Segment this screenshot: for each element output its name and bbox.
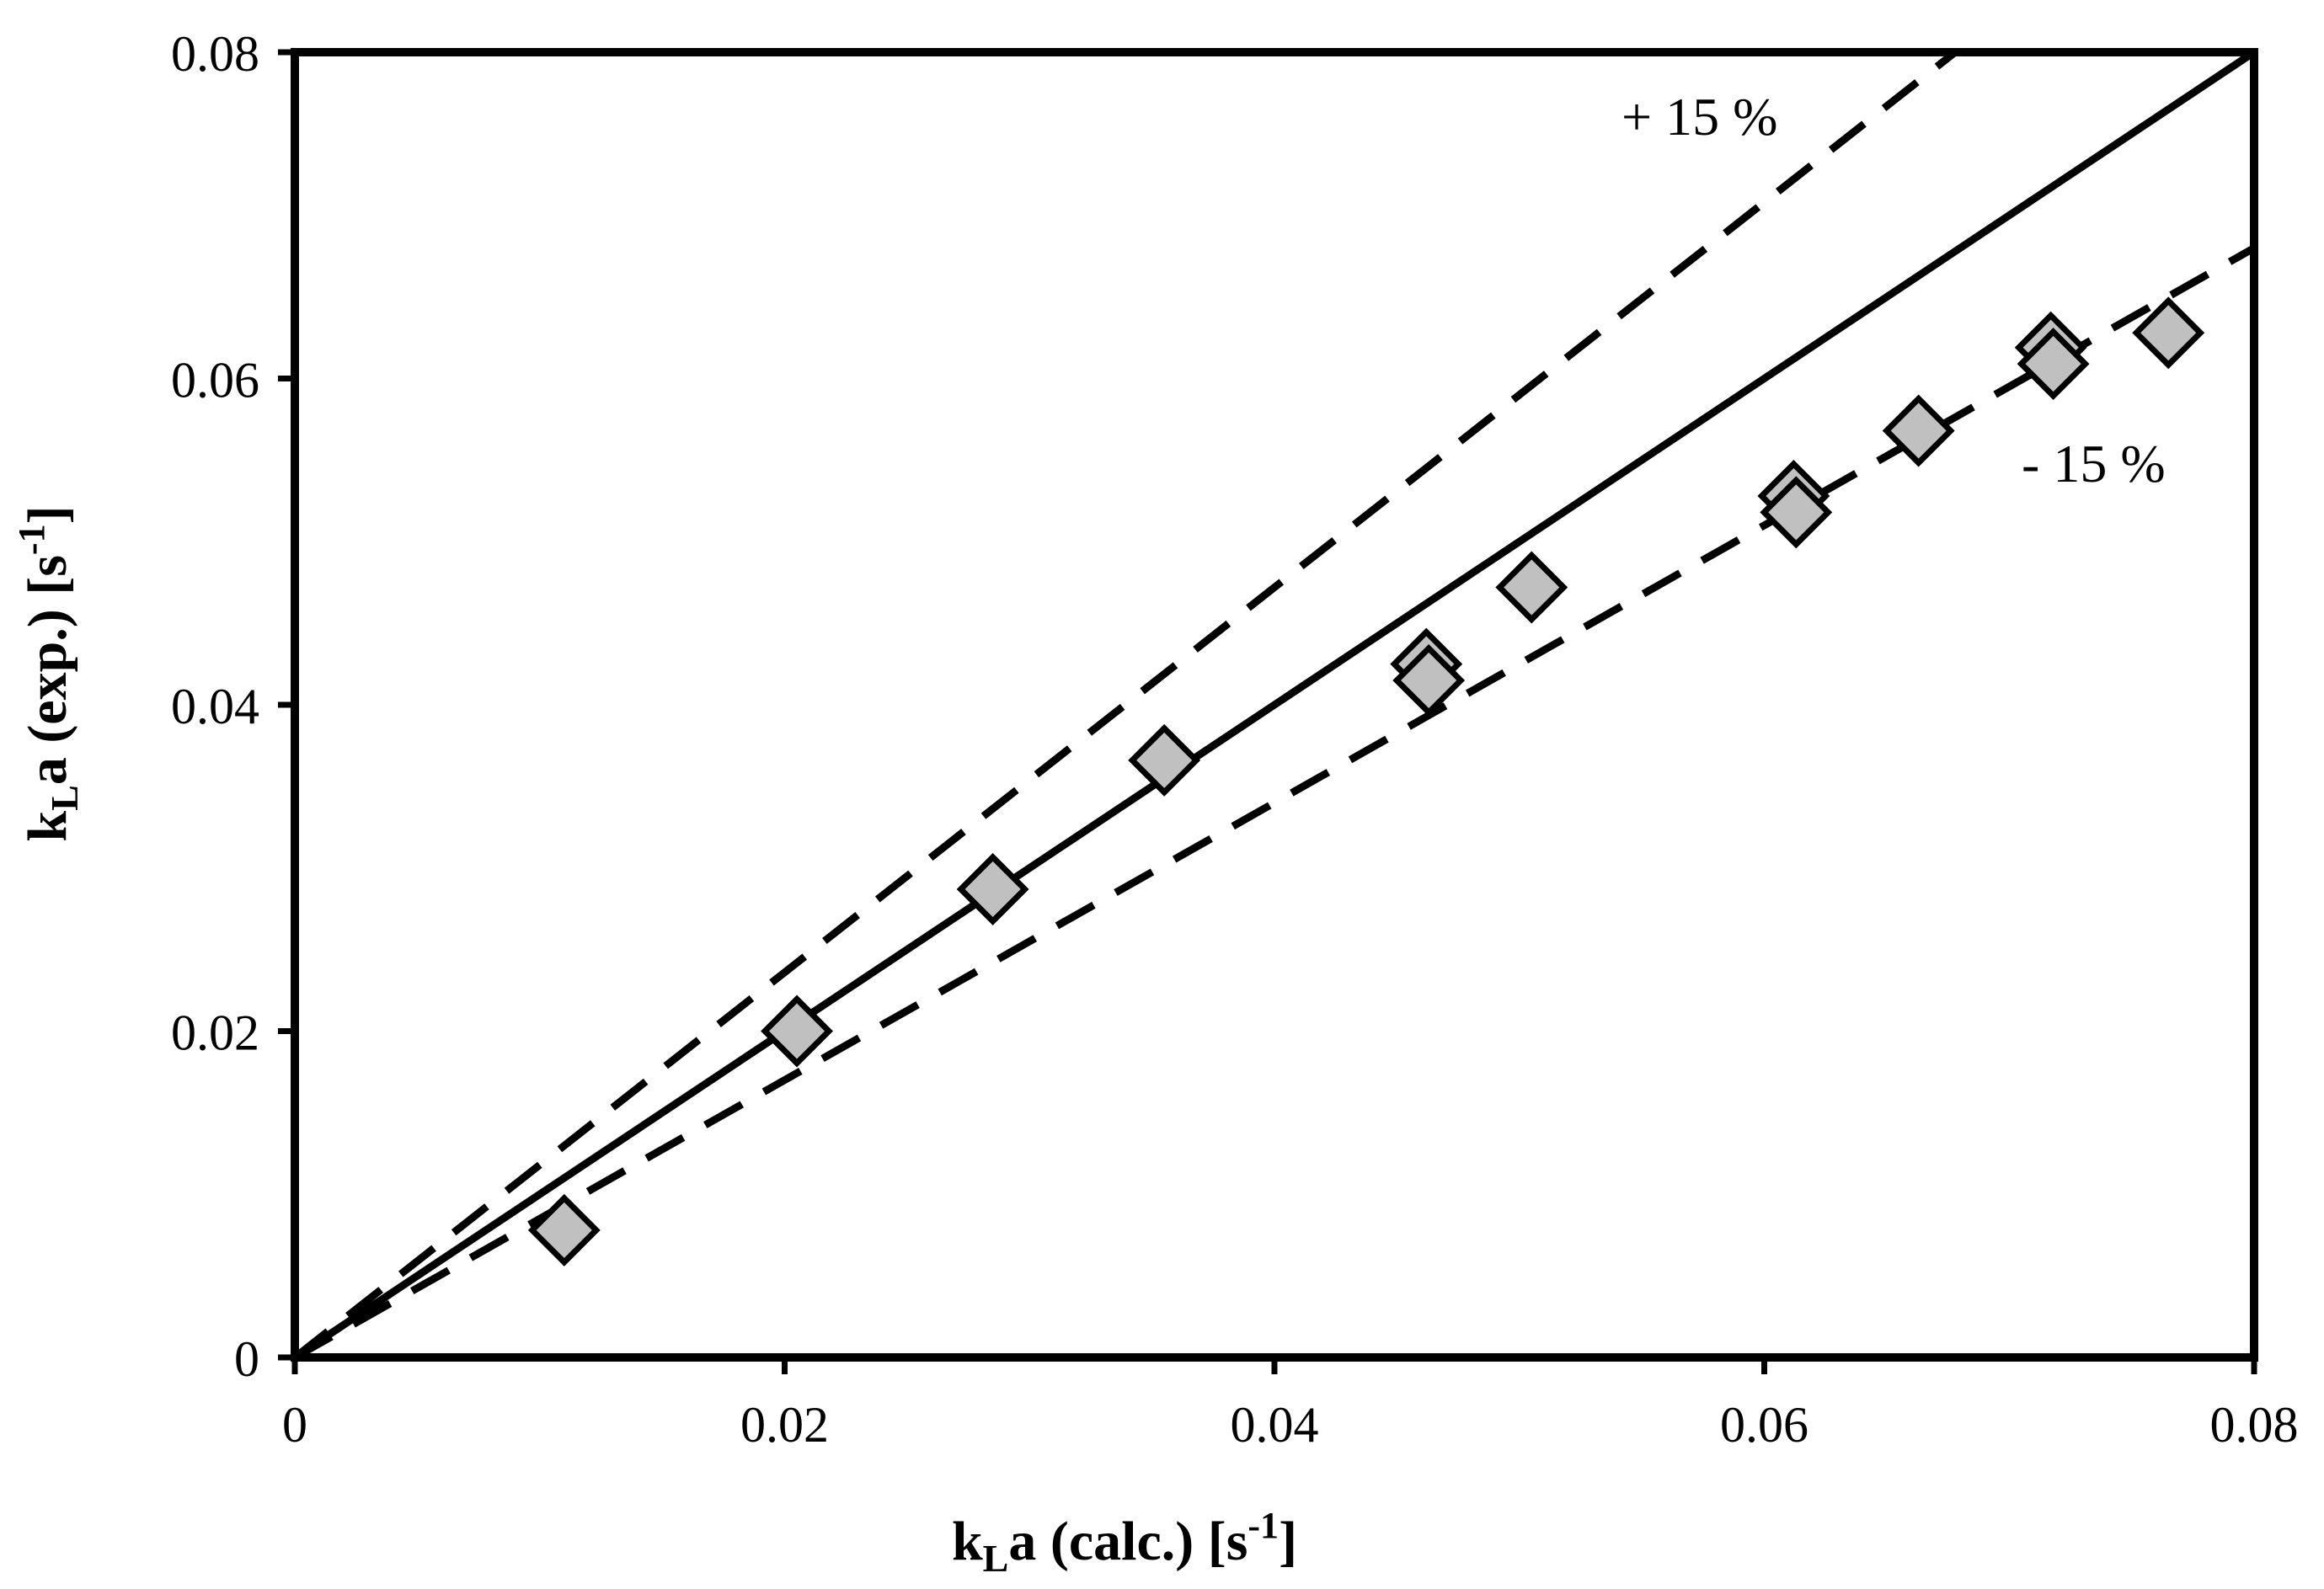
x-tick-label: 0.08 [2210,1397,2299,1453]
data-point [2132,296,2205,370]
minus-15-dashed-line [292,244,2257,1361]
axis-ticks [278,49,2257,1374]
y-title-superscript: -1 [11,524,52,555]
x-axis-title: kLa (calc.) [s-1] [952,1505,1297,1580]
data-markers [527,296,2205,1266]
data-point [1128,723,1201,797]
x-tick-label: 0.02 [740,1397,829,1453]
y-tick-label: 0.02 [171,1005,259,1061]
y-tick-label: 0 [234,1331,259,1387]
y-title-close: ] [17,505,78,524]
data-point [1760,476,1833,549]
y-title-rest: a (exp.) [s [17,555,78,785]
x-title-close: ] [1279,1511,1297,1572]
plus-15-dashed-line [292,49,1958,1361]
x-title-rest: a (calc.) [s [1008,1511,1247,1572]
parity-line [292,49,2257,1361]
minus-15-label: - 15 % [2022,434,2166,493]
x-title-superscript: -1 [1247,1505,1279,1546]
x-title-subscript: L [983,1537,1009,1580]
data-point [761,994,833,1068]
data-point [2017,328,2090,401]
data-point [1882,394,1955,467]
plus-15-label: + 15 % [1621,87,1777,147]
y-tick-labels: 0 0.02 0.04 0.06 0.08 [171,26,259,1387]
x-tick-label: 0 [282,1397,307,1453]
y-axis-title-group: kLa (exp.) [s-1] [11,505,86,841]
y-title-main: k [17,811,78,842]
y-tick-label: 0.08 [171,26,259,82]
data-point [1392,643,1466,717]
y-title-subscript: L [43,785,86,811]
x-title-main: k [952,1511,983,1572]
reference-lines [292,49,2257,1361]
data-point [527,1193,601,1266]
data-point [1495,551,1568,624]
x-tick-label: 0.06 [1720,1397,1808,1453]
y-tick-label: 0.06 [171,353,259,408]
data-point [956,852,1029,925]
x-tick-labels: 0 0.02 0.04 0.06 0.08 [282,1397,2299,1453]
y-tick-label: 0.04 [171,679,259,734]
y-axis-title: kLa (exp.) [s-1] [11,505,86,841]
x-tick-label: 0.04 [1231,1397,1319,1453]
